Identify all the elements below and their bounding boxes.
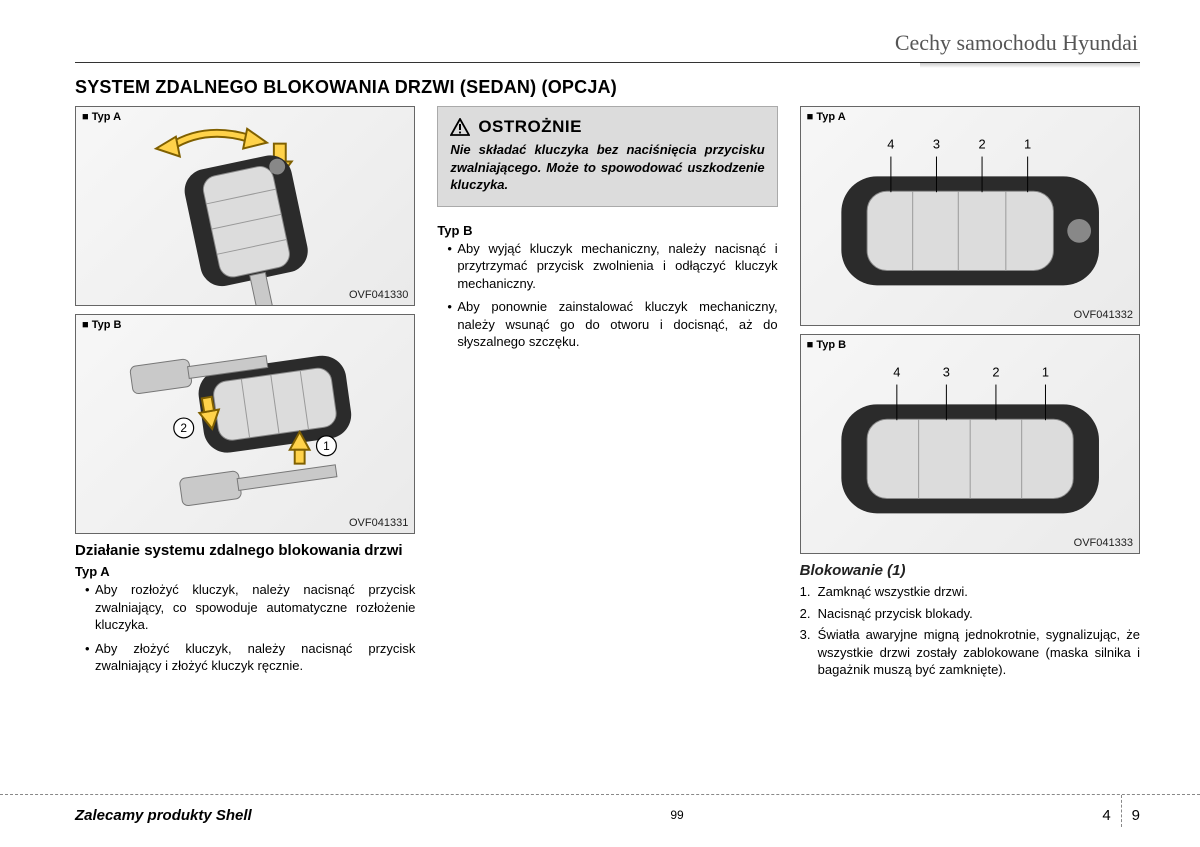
figure-col1-typ-b: ■ Typ B OVF041331 — [75, 314, 415, 534]
subheading-operation: Działanie systemu zdalnego blokowania dr… — [75, 542, 415, 560]
caution-title: OSTROŻNIE — [478, 117, 582, 137]
key-illustration-col3-b: 4 3 2 1 — [801, 335, 1139, 553]
footer-divider — [1121, 795, 1122, 827]
typ-a-label: Typ A — [75, 564, 415, 579]
callout-num: 2 — [992, 365, 999, 380]
header-rule: Cechy samochodu Hyundai — [75, 30, 1140, 63]
footer-slogan: Zalecamy produkty Shell — [75, 807, 252, 824]
callout-num: 1 — [1042, 365, 1049, 380]
callout-num: 2 — [978, 137, 985, 152]
caution-text: Nie składać kluczyka bez naciśnięcia prz… — [450, 141, 764, 194]
callout-1: 1 — [323, 439, 330, 453]
figure-col3-typ-b: ■ Typ B OVF041333 4 — [800, 334, 1140, 554]
subheading-blocking: Blokowanie (1) — [800, 562, 1140, 579]
footer-subpage: 9 — [1132, 807, 1140, 824]
header-shadow — [920, 62, 1140, 68]
typ-b-list: Aby wyjąć kluczyk mechaniczny, należy na… — [437, 240, 777, 351]
typ-b-label: Typ B — [437, 223, 777, 238]
key-illustration-typ-a — [76, 107, 414, 305]
footer-chapter: 4 — [1102, 807, 1110, 824]
list-item: Aby wyjąć kluczyk mechaniczny, należy na… — [447, 240, 777, 293]
callout-num: 3 — [942, 365, 949, 380]
footer-page-number: 99 — [252, 808, 1103, 822]
footer-chapter-page: 4 9 — [1102, 803, 1140, 827]
blocking-list: Zamknąć wszystkie drzwi. Nacisnąć przyci… — [800, 583, 1140, 679]
figure-col1-typ-a: ■ Typ A OVF041330 — [75, 106, 415, 306]
section-title: SYSTEM ZDALNEGO BLOKOWANIA DRZWI (SEDAN)… — [75, 77, 1140, 98]
page-footer: Zalecamy produkty Shell 99 4 9 — [0, 794, 1200, 827]
key-illustration-col3-a: 4 3 2 1 — [801, 107, 1139, 325]
callout-2: 2 — [180, 421, 187, 435]
callout-num: 1 — [1024, 137, 1031, 152]
content-columns: ■ Typ A OVF041330 — [75, 106, 1140, 683]
chapter-title: Cechy samochodu Hyundai — [75, 30, 1140, 62]
list-item: Nacisnąć przycisk blokady. — [800, 605, 1140, 623]
list-item: Aby ponownie zainstalować kluczyk mechan… — [447, 298, 777, 351]
list-item: Światła awaryjne migną jednokrotnie, syg… — [800, 626, 1140, 679]
list-item: Aby złożyć kluczyk, należy nacisnąć przy… — [85, 640, 415, 675]
column-1: ■ Typ A OVF041330 — [75, 106, 415, 683]
column-2: OSTROŻNIE Nie składać kluczyka bez naciś… — [437, 106, 777, 683]
list-item: Aby rozłożyć kluczyk, należy nacisnąć pr… — [85, 581, 415, 634]
callout-num: 4 — [893, 365, 900, 380]
figure-col3-typ-a: ■ Typ A OVF041332 — [800, 106, 1140, 326]
typ-a-list: Aby rozłożyć kluczyk, należy nacisnąć pr… — [75, 581, 415, 675]
key-illustration-typ-b: 1 2 — [76, 315, 414, 533]
caution-box: OSTROŻNIE Nie składać kluczyka bez naciś… — [437, 106, 777, 207]
column-3: ■ Typ A OVF041332 — [800, 106, 1140, 683]
warning-icon — [450, 118, 470, 136]
callout-num: 3 — [933, 137, 940, 152]
callout-num: 4 — [887, 137, 894, 152]
list-item: Zamknąć wszystkie drzwi. — [800, 583, 1140, 601]
caution-title-row: OSTROŻNIE — [450, 117, 764, 137]
